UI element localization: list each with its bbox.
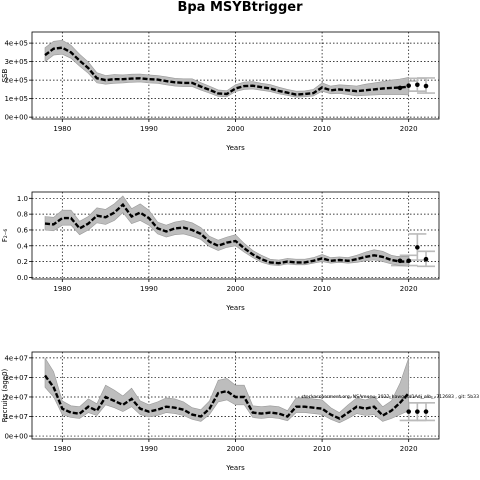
y-tick-label: 2e+07	[4, 393, 28, 401]
x-tick-label: 2000	[227, 125, 245, 133]
y-tick-label: 0.8	[17, 211, 28, 219]
figure-title: Bpa MSYBtrigger	[177, 0, 303, 15]
data-point	[406, 409, 411, 414]
data-point	[397, 258, 403, 264]
x-tick-label: 1990	[140, 445, 158, 453]
y-tick-label: 0.4	[17, 242, 29, 250]
y-tick-label: 0e+00	[4, 433, 28, 441]
x-tick-label: 1980	[53, 445, 71, 453]
y-tick-label: 4e+07	[4, 354, 28, 362]
x-tick-label: 2020	[400, 445, 418, 453]
data-point	[423, 83, 429, 89]
x-tick-label: 2000	[227, 285, 245, 293]
data-point	[415, 409, 420, 414]
panel-3: 1980 1990 2000 2010 2020 0e+00 1e+07 2e+07 3e+07…	[1, 351, 479, 472]
x-tick-label: 1980	[53, 285, 71, 293]
data-point	[406, 258, 411, 264]
y-tick-label: 1e+07	[4, 413, 28, 421]
estimate-line	[44, 46, 409, 96]
data-point	[406, 83, 411, 88]
data-point	[415, 245, 420, 250]
y-axis-label: SSB	[1, 68, 9, 82]
panel-1: 1980 1990 2000 2010 2020 0e+00 1e+05 2e+05 3e+05…	[1, 31, 440, 152]
stockassessment-annotation: stockassessment.org, NSAmenu_2022_hawg_s…	[301, 394, 479, 400]
data-point	[397, 85, 403, 91]
y-axis-label: Recruits (age0)	[1, 368, 9, 422]
data-point	[423, 256, 429, 262]
y-tick-label: 1e+05	[4, 95, 28, 103]
data-point	[415, 82, 420, 88]
x-tick-label: 2020	[400, 285, 418, 293]
x-tick-label: 1990	[140, 285, 158, 293]
plot-area	[32, 32, 439, 119]
confidence-band	[44, 195, 409, 267]
x-tick-label: 1990	[140, 125, 158, 133]
confidence-band	[44, 356, 409, 424]
y-tick-label: 0.2	[17, 258, 28, 266]
x-axis-label: Years	[225, 144, 245, 152]
data-point	[423, 409, 429, 414]
y-axis-label: F₂₋₆	[1, 229, 9, 243]
y-tick-label: 0e+00	[4, 114, 28, 122]
y-tick-label: 3e+07	[4, 374, 28, 382]
x-axis-label: Years	[225, 464, 245, 472]
y-tick-label: 2e+05	[4, 77, 28, 85]
x-tick-label: 2010	[313, 445, 331, 453]
estimate-line	[44, 202, 409, 265]
x-tick-label: 1980	[53, 125, 71, 133]
x-axis-label: Years	[225, 304, 245, 312]
x-tick-label: 2010	[313, 125, 331, 133]
y-tick-label: 3e+05	[4, 58, 28, 66]
x-tick-label: 2020	[400, 125, 418, 133]
x-tick-label: 2000	[227, 445, 245, 453]
confidence-band	[44, 39, 409, 98]
plot-area	[32, 192, 439, 279]
y-tick-label: 4e+05	[4, 40, 28, 48]
y-tick-label: 1.0	[17, 195, 28, 203]
y-tick-label: 0.0	[17, 274, 28, 282]
x-tick-label: 2010	[313, 285, 331, 293]
panel-2: 1980 1990 2000 2010 2020 0.0 0.2 0.4 0.6 0.8 1.0 Ye…	[1, 191, 440, 312]
estimate-line	[44, 374, 410, 420]
plot-area	[32, 352, 439, 439]
y-tick-label: 0.6	[17, 226, 29, 234]
